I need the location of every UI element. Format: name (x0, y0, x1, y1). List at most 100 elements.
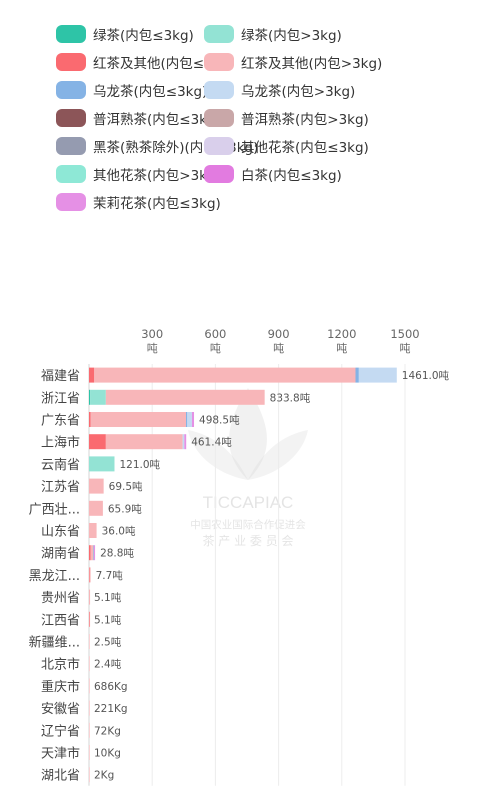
bar-segment (89, 722, 90, 738)
legend-label: 乌龙茶(内包≤3kg) (93, 84, 208, 100)
legend-swatch (204, 165, 234, 183)
legend-label: 绿茶(内包>3kg) (241, 28, 342, 44)
y-category-label: 黑龙江... (29, 569, 80, 584)
y-category-label: 天津市 (41, 746, 80, 762)
x-tick-label: 900 (268, 327, 290, 341)
bar-segment (89, 767, 90, 783)
x-tick-unit: 吨 (400, 342, 411, 355)
bar-segment (89, 367, 95, 383)
legend-item[interactable]: 其他花茶(内包>3kg) (56, 164, 221, 184)
bar-value-label: 10Kg (94, 748, 121, 760)
bar-value-label: 2Kg (94, 770, 114, 782)
legend-label: 其他花茶(内包>3kg) (93, 168, 221, 184)
x-tick-unit: 吨 (210, 342, 221, 355)
bar-value-label: 36.0吨 (102, 525, 136, 538)
legend-item[interactable]: 绿茶(内包≤3kg) (56, 24, 194, 44)
bar-segment (105, 434, 183, 450)
bar-segment (358, 367, 397, 383)
y-category-label: 贵州省 (41, 591, 80, 606)
bar-segment (191, 412, 195, 427)
legend-label: 普洱熟茶(内包>3kg) (241, 112, 369, 128)
legend-swatch (204, 53, 234, 71)
legend-item[interactable]: 乌龙茶(内包≤3kg) (56, 80, 207, 100)
bar-segment (89, 478, 104, 494)
y-category-label: 新疆维... (29, 635, 80, 651)
legend-swatch (56, 193, 86, 211)
bar-value-label: 5.1吨 (94, 591, 122, 604)
legend-item[interactable]: 乌龙茶(内包>3kg) (204, 80, 355, 100)
bar-segment (89, 700, 90, 716)
y-category-label: 重庆市 (41, 679, 80, 695)
bar-segment (184, 434, 187, 450)
bar-segment (187, 412, 192, 427)
bar-value-label: 221Kg (94, 703, 128, 715)
legend-swatch (56, 81, 86, 99)
x-tick-unit: 吨 (336, 342, 347, 355)
y-category-label: 北京市 (41, 657, 80, 673)
legend-swatch (56, 53, 86, 71)
y-category-label: 江苏省 (41, 479, 80, 495)
y-category-label: 安徽省 (41, 702, 80, 717)
bar-segment (355, 367, 359, 383)
legend-item[interactable]: 茉莉花茶(内包≤3kg) (56, 192, 221, 212)
bar-segment (89, 678, 90, 694)
bar-value-label: 833.8吨 (270, 391, 311, 404)
y-category-label: 江西省 (41, 613, 80, 628)
bar-value-label: 461.4吨 (191, 436, 232, 449)
x-tick-label: 600 (204, 327, 226, 341)
y-category-label: 广西壮... (29, 502, 80, 517)
bar-segment (90, 545, 94, 561)
bar-segment (94, 367, 356, 383)
x-tick-label: 1500 (390, 327, 419, 341)
legend-label: 绿茶(内包≤3kg) (93, 28, 194, 44)
bar-value-label: 69.5吨 (109, 480, 143, 493)
legend-swatch (204, 25, 234, 43)
legend-item[interactable]: 白茶(内包≤3kg) (204, 164, 342, 184)
bar-value-label: 1461.0吨 (402, 369, 450, 382)
bar-segment (89, 523, 97, 538)
bar-value-label: 2.5吨 (94, 636, 122, 649)
bar-value-label: 65.9吨 (108, 502, 142, 515)
bar-segment (182, 434, 185, 450)
legend-swatch (204, 109, 234, 127)
x-tick-unit: 吨 (273, 342, 284, 355)
bar-value-label: 2.4吨 (94, 658, 122, 671)
legend-item[interactable]: 普洱熟茶(内包≤3kg) (56, 108, 221, 128)
y-category-label: 福建省 (41, 369, 80, 384)
bar-segment (89, 611, 91, 627)
bar-value-label: 686Kg (94, 681, 128, 693)
y-category-label: 湖北省 (41, 769, 80, 784)
legend-swatch (56, 109, 86, 127)
legend-label: 乌龙茶(内包>3kg) (241, 84, 356, 100)
bar-value-label: 498.5吨 (199, 414, 240, 427)
legend-swatch (56, 165, 86, 183)
bar-segment (89, 412, 91, 427)
legend-swatch (204, 137, 234, 155)
bar-segment (93, 545, 95, 561)
legend-item[interactable]: 红茶及其他(内包>3kg) (204, 52, 382, 72)
bar-segment (89, 389, 91, 405)
y-category-label: 广东省 (41, 414, 80, 429)
legend-item[interactable]: 普洱熟茶(内包>3kg) (204, 108, 369, 128)
y-category-label: 湖南省 (41, 546, 80, 562)
bar-value-label: 121.0吨 (119, 458, 160, 471)
bar-segment (89, 500, 103, 516)
legend-label: 其他花茶(内包≤3kg) (241, 140, 369, 156)
legend-item[interactable]: 其他花茶(内包≤3kg) (204, 136, 369, 156)
legend-label: 红茶及其他(内包≤3kg) (93, 56, 235, 72)
legend-item[interactable]: 绿茶(内包>3kg) (204, 24, 342, 44)
legend-item[interactable]: 红茶及其他(内包≤3kg) (56, 52, 234, 72)
legend-swatch (56, 25, 86, 43)
y-category-label: 辽宁省 (41, 723, 80, 739)
bar-segment (89, 589, 91, 605)
bar-segment (89, 456, 115, 472)
x-tick-label: 300 (141, 327, 163, 341)
bar-value-label: 28.8吨 (100, 547, 134, 560)
y-category-label: 上海市 (41, 435, 80, 451)
bar-segment (90, 389, 106, 405)
y-category-label: 云南省 (41, 457, 80, 473)
bar-segment (89, 656, 90, 672)
bar-segment (89, 611, 90, 627)
bar-segment (89, 745, 90, 760)
